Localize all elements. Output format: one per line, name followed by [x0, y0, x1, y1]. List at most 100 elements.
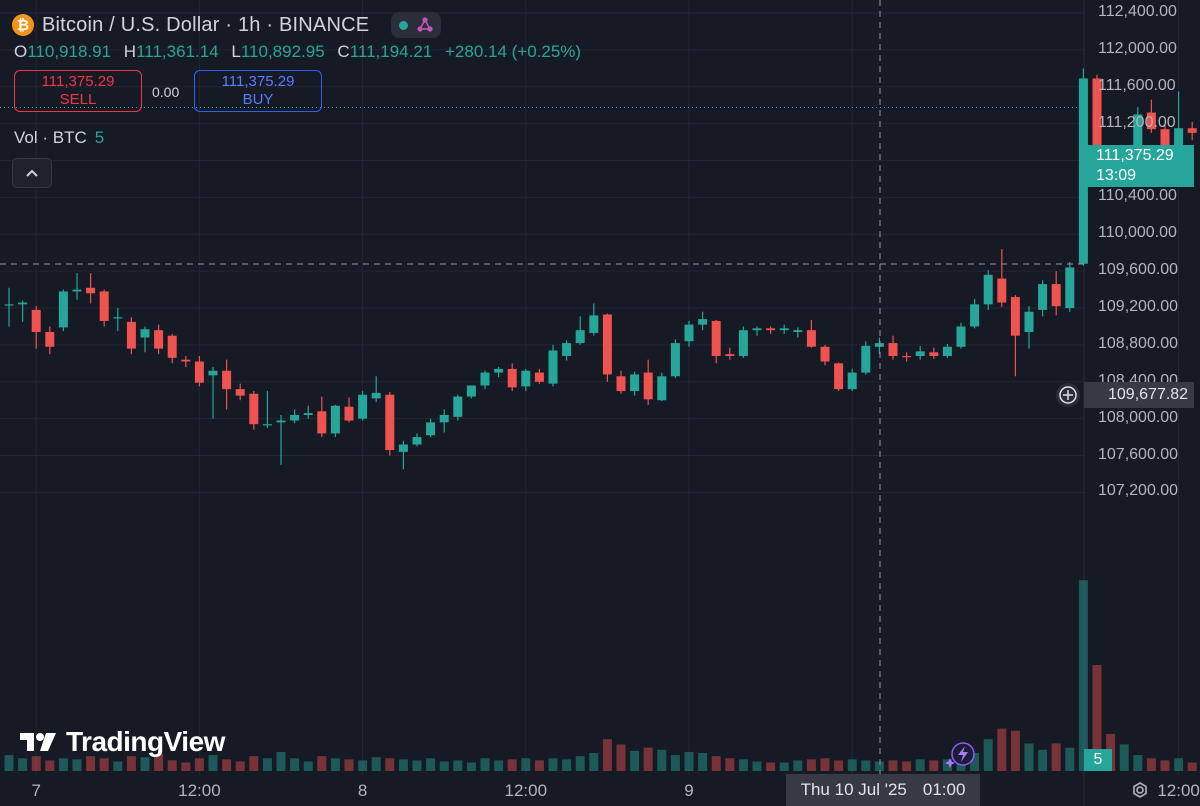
- volume-bar: [970, 752, 980, 771]
- symbol-title[interactable]: Bitcoin / U.S. Dollar · 1h · BINANCE: [42, 13, 370, 36]
- volume-bar: [466, 762, 476, 771]
- candle-body: [521, 370, 531, 387]
- collapse-legend-button[interactable]: [12, 158, 52, 188]
- volume-bar: [806, 759, 816, 771]
- bitcoin-icon: ₿: [12, 14, 34, 36]
- close-value: 111,194.21: [349, 42, 433, 61]
- buy-label: BUY: [242, 91, 274, 108]
- sell-button[interactable]: 111,375.29 SELL: [14, 70, 142, 112]
- volume-bar: [113, 761, 123, 771]
- sparkle-bolt-icon[interactable]: [945, 740, 977, 770]
- volume-bar: [235, 761, 245, 771]
- candle-body: [630, 374, 640, 392]
- volume-bar: [426, 758, 436, 771]
- volume-legend[interactable]: Vol · BTC 5: [14, 128, 104, 148]
- tradingview-logo-icon: [20, 733, 56, 751]
- volume-bar: [861, 760, 871, 771]
- volume-bar: [1038, 749, 1048, 771]
- candle-body: [86, 287, 96, 294]
- crosshair-date: Thu 10 Jul '25: [800, 780, 907, 799]
- candle-body: [970, 304, 980, 327]
- candle-body: [276, 420, 286, 423]
- volume-bar: [616, 744, 626, 771]
- logo-text: TradingView: [66, 726, 225, 757]
- volume-bar: [453, 760, 463, 771]
- gear-icon: [1133, 782, 1147, 798]
- candle-body: [1187, 128, 1197, 133]
- live-dot-icon: [399, 20, 409, 30]
- price-tick-label: 108,000.00: [1098, 408, 1179, 426]
- candle-body: [861, 345, 871, 373]
- candle-body: [262, 424, 272, 426]
- volume-bar: [208, 755, 218, 771]
- candle-body: [4, 304, 14, 306]
- high-label: H: [123, 42, 137, 61]
- candle-body: [453, 396, 463, 417]
- candle-body: [874, 343, 884, 347]
- time-tick-label: 7: [31, 781, 41, 800]
- candle-body: [997, 278, 1007, 303]
- volume-bar: [1092, 665, 1102, 771]
- volume-bar: [1119, 744, 1129, 771]
- add-alert-button[interactable]: [1056, 383, 1080, 407]
- candle-body: [235, 389, 245, 396]
- volume-bar: [276, 751, 286, 771]
- candle-body: [915, 351, 925, 356]
- crosshair-time-tag: Thu 10 Jul '25 01:00: [786, 774, 980, 806]
- volume-bar: [630, 750, 640, 771]
- volume-bar: [290, 758, 300, 771]
- candle-body: [1038, 284, 1048, 310]
- candle-body: [317, 411, 327, 434]
- price-tick-label: 112,400.00: [1098, 3, 1177, 20]
- candle-body: [344, 406, 354, 421]
- candle-body: [616, 376, 626, 392]
- buy-button[interactable]: 111,375.29 BUY: [194, 70, 322, 112]
- candle-body: [562, 343, 572, 356]
- candle-body: [942, 346, 952, 356]
- volume-bar: [915, 759, 925, 771]
- volume-bar: [86, 756, 96, 771]
- crosshair-price-tag: 109,677.82: [1084, 382, 1194, 408]
- volume-bar: [942, 759, 952, 771]
- candle-body: [738, 330, 748, 356]
- settings-button[interactable]: [1128, 778, 1152, 802]
- candle-body: [18, 302, 28, 305]
- tradingview-logo[interactable]: TradingView: [18, 726, 225, 758]
- candle-body: [657, 376, 667, 401]
- candle-body: [698, 319, 708, 325]
- volume-bar: [1146, 758, 1156, 771]
- volume-bar: [834, 760, 844, 771]
- candle-body: [480, 372, 490, 386]
- volume-bar: [902, 761, 912, 771]
- candle-body: [1092, 78, 1102, 156]
- time-tick-label: 8: [357, 781, 368, 800]
- indicator-pill[interactable]: [391, 12, 442, 38]
- candle-body: [507, 368, 517, 388]
- candle-body: [956, 326, 966, 347]
- volume-bar: [1024, 743, 1034, 771]
- price-tick-label: 111,600.00: [1098, 76, 1176, 94]
- volume-bar: [657, 749, 667, 771]
- volume-bar: [140, 757, 150, 771]
- volume-bar: [1078, 580, 1088, 771]
- volume-bar: [4, 755, 14, 771]
- volume-bar: [1187, 762, 1197, 771]
- volume-bar: [929, 760, 939, 771]
- volume-bar: [562, 759, 572, 771]
- open-value: 110,918.91: [27, 42, 112, 61]
- candle-body: [766, 328, 776, 331]
- volume-bar: [521, 758, 531, 771]
- time-tick-label: 12:00: [504, 781, 548, 800]
- volume-bar: [670, 755, 680, 771]
- volume-value: 5: [94, 128, 105, 147]
- volume-badge: 5: [1084, 749, 1112, 771]
- volume-bar: [752, 761, 762, 771]
- candle-body: [439, 414, 449, 423]
- volume-bar: [874, 761, 884, 771]
- candle-body: [725, 354, 735, 356]
- volume-bar: [18, 758, 28, 771]
- volume-bar: [698, 752, 708, 771]
- volume-bar: [154, 754, 164, 771]
- volume-bar: [262, 758, 272, 771]
